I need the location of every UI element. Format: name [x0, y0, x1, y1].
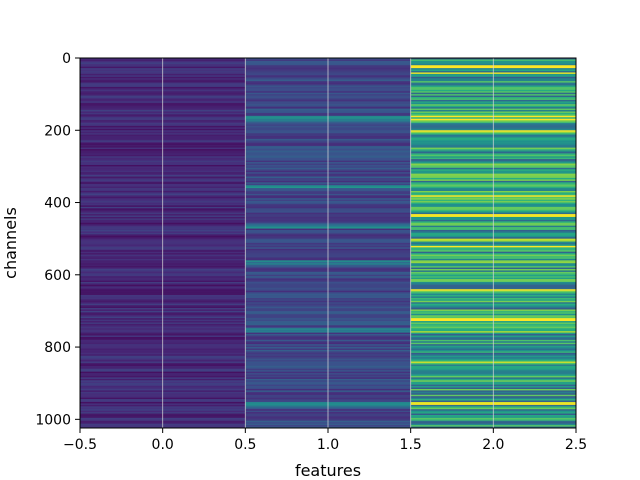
x-tick-label: 1.0 [317, 437, 339, 453]
x-tick-label: 1.5 [400, 437, 422, 453]
x-tick-label: 2.5 [565, 437, 587, 453]
y-tick-label: 1000 [35, 412, 71, 428]
x-tick-label: 2.0 [482, 437, 504, 453]
y-tick-label: 200 [44, 123, 71, 139]
y-tick-label: 800 [44, 340, 71, 356]
plot-area [79, 57, 577, 429]
y-tick-label: 0 [62, 51, 71, 67]
y-axis-title: channels [1, 207, 20, 279]
x-tick-label: 0.5 [234, 437, 256, 453]
y-tick-label: 400 [44, 196, 71, 212]
y-axis: 0 200 400 600 800 1000 [35, 51, 80, 428]
x-axis-title: features [295, 461, 361, 480]
x-axis: −0.5 0.0 0.5 1.0 1.5 2.0 2.5 [63, 428, 587, 453]
y-tick-label: 600 [44, 268, 71, 284]
x-tick-label: −0.5 [63, 437, 97, 453]
x-tick-label: 0.0 [152, 437, 174, 453]
